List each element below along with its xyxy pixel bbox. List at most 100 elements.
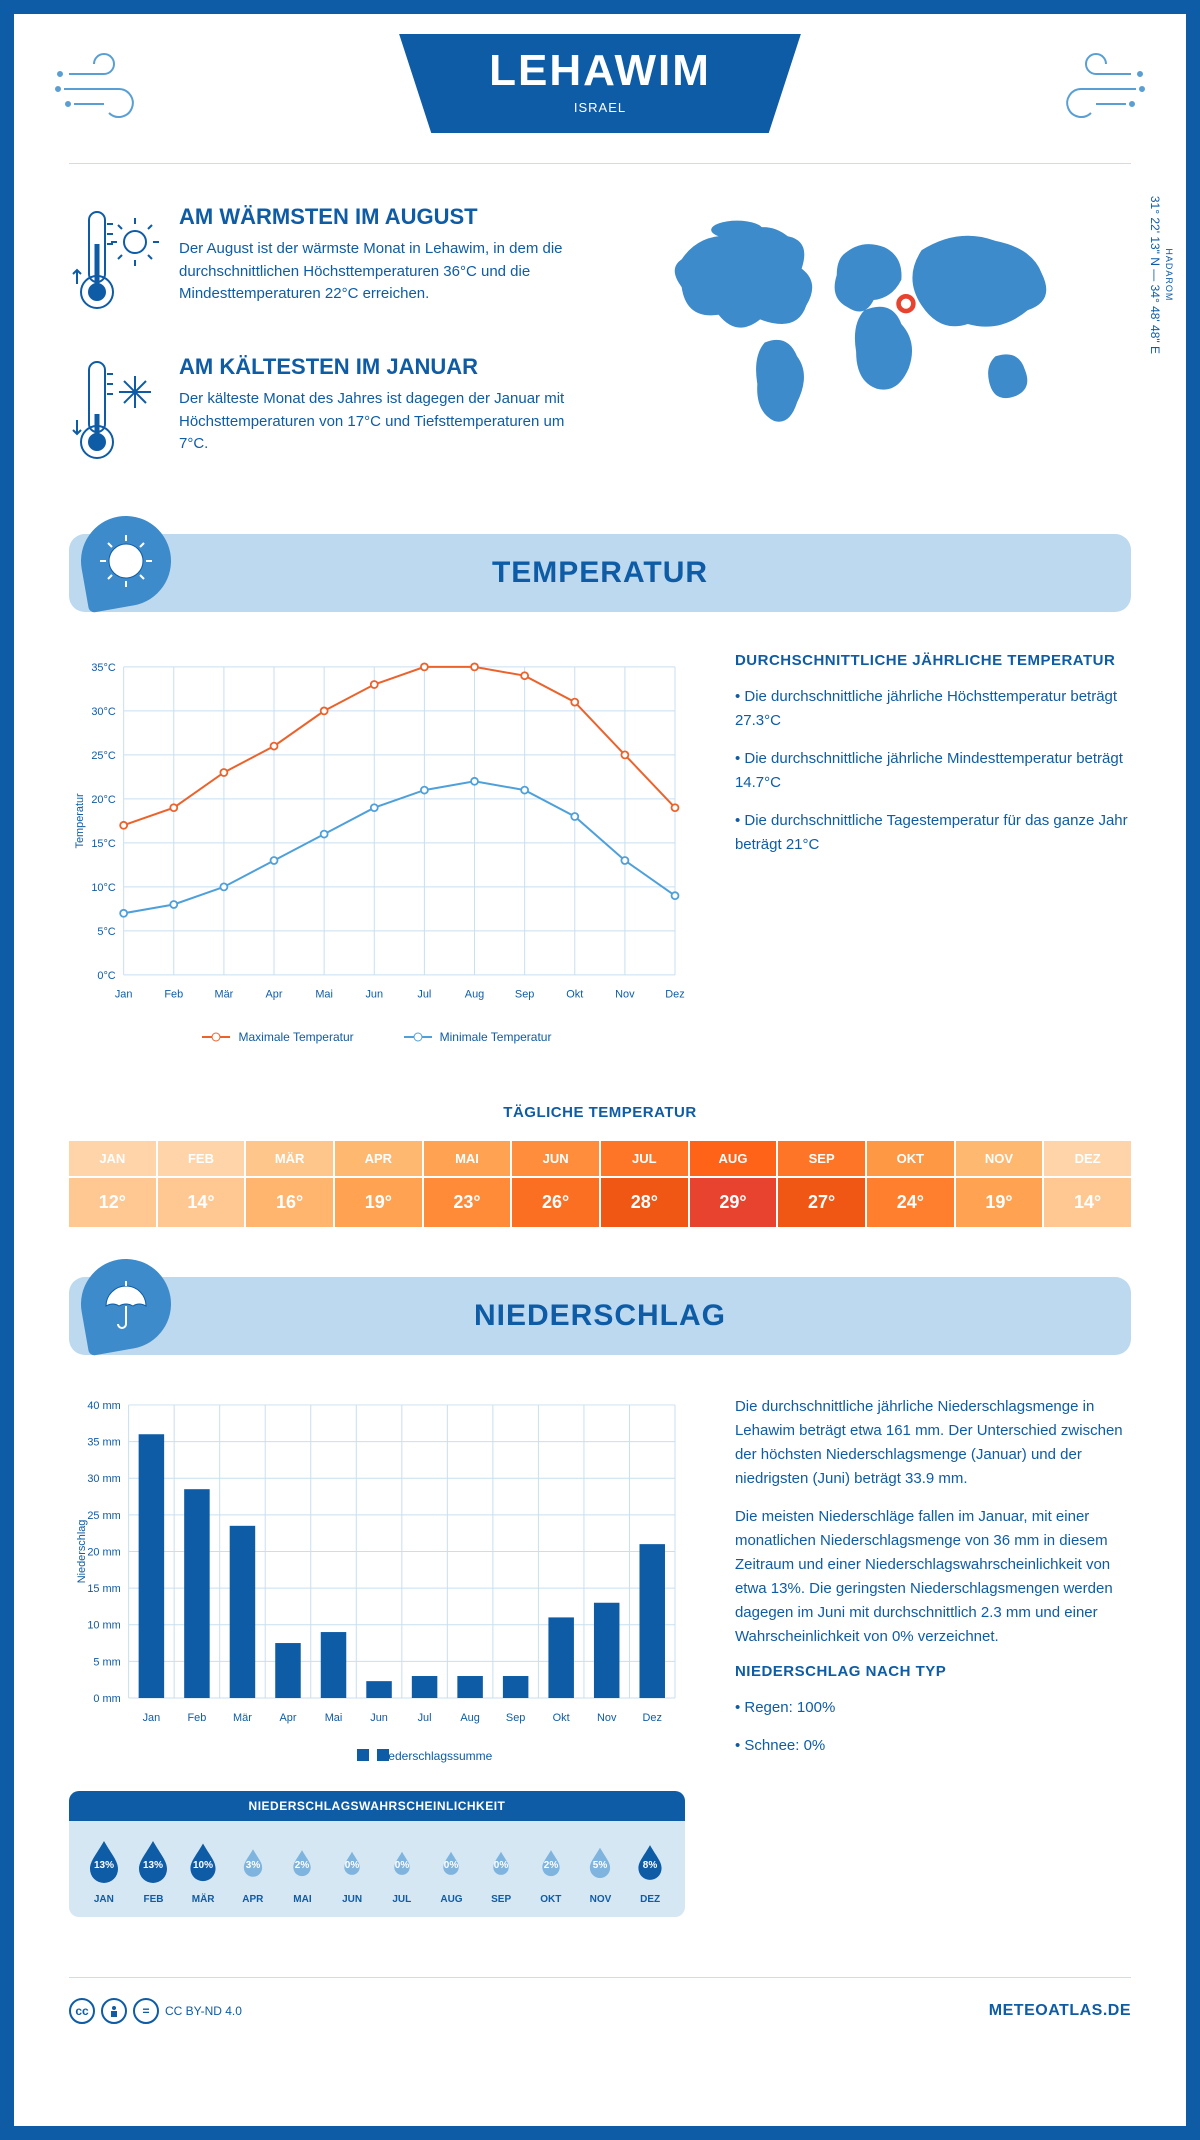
section-title: TEMPERATUR (109, 556, 1091, 590)
temp-fact: Die durchschnittliche jährliche Mindestt… (735, 747, 1131, 795)
svg-text:Dez: Dez (665, 989, 684, 1001)
brand: METEOATLAS.DE (989, 2002, 1131, 2020)
daily-month: OKT (867, 1141, 954, 1176)
daily-temp: 26° (512, 1178, 599, 1227)
intro-row: AM WÄRMSTEN IM AUGUST Der August ist der… (14, 194, 1186, 534)
svg-text:Feb: Feb (188, 1711, 207, 1723)
svg-text:Mai: Mai (315, 989, 333, 1001)
svg-text:0%: 0% (494, 1860, 509, 1871)
by-icon (101, 1998, 127, 2024)
fact-cold-title: AM KÄLTESTEN IM JANUAR (179, 354, 580, 380)
fact-coldest: AM KÄLTESTEN IM JANUAR Der kälteste Mona… (69, 354, 580, 469)
svg-text:15 mm: 15 mm (87, 1583, 120, 1595)
prob-cell: 3% APR (228, 1837, 278, 1905)
svg-text:10%: 10% (193, 1860, 213, 1871)
svg-text:13%: 13% (143, 1860, 163, 1871)
prob-title: NIEDERSCHLAGSWAHRSCHEINLICHKEIT (69, 1791, 685, 1821)
svg-text:5 mm: 5 mm (93, 1656, 120, 1668)
prob-cell: 8% DEZ (625, 1837, 675, 1905)
daily-temp: 28° (601, 1178, 688, 1227)
daily-month: JUN (512, 1141, 599, 1176)
precip-snow: Schnee: 0% (735, 1734, 1131, 1758)
coordinates: HADAROM 31° 22' 13" N — 34° 48' 48" E (1148, 196, 1174, 354)
svg-text:0%: 0% (345, 1860, 360, 1871)
probability-box: NIEDERSCHLAGSWAHRSCHEINLICHKEIT 13% JAN … (69, 1791, 685, 1917)
svg-text:0 mm: 0 mm (93, 1693, 120, 1705)
fact-warm-text: Der August ist der wärmste Monat in Leha… (179, 238, 580, 306)
header: LEHAWIM ISRAEL (14, 14, 1186, 133)
prob-cell: 0% JUL (377, 1837, 427, 1905)
prob-cell: 0% AUG (427, 1837, 477, 1905)
svg-text:Mai: Mai (325, 1711, 343, 1723)
daily-temp: 14° (1044, 1178, 1131, 1227)
prob-cell: 0% SEP (476, 1837, 526, 1905)
svg-text:Aug: Aug (465, 989, 484, 1001)
daily-month: SEP (778, 1141, 865, 1176)
svg-text:35 mm: 35 mm (87, 1436, 120, 1448)
svg-text:8%: 8% (643, 1860, 658, 1871)
cc-icon: cc (69, 1998, 95, 2024)
daily-temp: 16° (246, 1178, 333, 1227)
thermometer-cold-icon (69, 354, 159, 469)
precip-type-title: NIEDERSCHLAG NACH TYP (735, 1663, 1131, 1680)
fact-warm-title: AM WÄRMSTEN IM AUGUST (179, 204, 580, 230)
prob-cell: 13% FEB (129, 1837, 179, 1905)
svg-text:Jul: Jul (417, 989, 431, 1001)
daily-title: TÄGLICHE TEMPERATUR (14, 1104, 1186, 1121)
section-title: NIEDERSCHLAG (109, 1299, 1091, 1333)
daily-temperature-grid: JANFEBMÄRAPRMAIJUNJULAUGSEPOKTNOVDEZ12°1… (69, 1141, 1131, 1227)
svg-text:0%: 0% (395, 1860, 410, 1871)
svg-text:13%: 13% (94, 1860, 114, 1871)
license: cc = CC BY-ND 4.0 (69, 1998, 242, 2024)
svg-text:Feb: Feb (164, 989, 183, 1001)
precipitation-content: 0 mm5 mm10 mm15 mm20 mm25 mm30 mm35 mm40… (14, 1355, 1186, 1948)
svg-text:Temperatur: Temperatur (74, 793, 86, 849)
daily-month: APR (335, 1141, 422, 1176)
daily-month: JUL (601, 1141, 688, 1176)
daily-month: NOV (956, 1141, 1043, 1176)
prob-cell: 0% JUN (327, 1837, 377, 1905)
svg-text:Mär: Mär (233, 1711, 252, 1723)
svg-text:Jul: Jul (418, 1711, 432, 1723)
temperature-content: 0°C5°C10°C15°C20°C25°C30°C35°CJanFebMärA… (14, 612, 1186, 1074)
svg-text:Sep: Sep (506, 1711, 525, 1723)
svg-text:30 mm: 30 mm (87, 1473, 120, 1485)
svg-text:2%: 2% (295, 1860, 310, 1871)
svg-text:25°C: 25°C (91, 750, 115, 762)
page: LEHAWIM ISRAEL AM WÄRMSTEN IM AUGUST Der… (0, 0, 1200, 2140)
precip-legend: Niederschlagssumme (69, 1747, 685, 1761)
svg-text:15°C: 15°C (91, 838, 115, 850)
daily-month: FEB (158, 1141, 245, 1176)
svg-text:10 mm: 10 mm (87, 1619, 120, 1631)
thermometer-hot-icon (69, 204, 159, 319)
precip-rain: Regen: 100% (735, 1696, 1131, 1720)
world-map: HADAROM 31° 22' 13" N — 34° 48' 48" E (620, 204, 1131, 504)
divider (69, 163, 1131, 164)
svg-text:20°C: 20°C (91, 794, 115, 806)
prob-cell: 10% MÄR (178, 1837, 228, 1905)
city-title: LEHAWIM (489, 46, 711, 96)
svg-text:Mär: Mär (214, 989, 233, 1001)
svg-text:25 mm: 25 mm (87, 1509, 120, 1521)
svg-text:Apr: Apr (266, 989, 283, 1001)
svg-text:0%: 0% (444, 1860, 459, 1871)
prob-cell: 13% JAN (79, 1837, 129, 1905)
wind-icon (1046, 44, 1146, 129)
daily-month: AUG (690, 1141, 777, 1176)
daily-temp: 27° (778, 1178, 865, 1227)
precip-p1: Die durchschnittliche jährliche Niedersc… (735, 1395, 1131, 1491)
svg-text:20 mm: 20 mm (87, 1546, 120, 1558)
daily-temp: 23° (424, 1178, 511, 1227)
footer: cc = CC BY-ND 4.0 METEOATLAS.DE (69, 1977, 1131, 2049)
svg-text:Okt: Okt (553, 1711, 570, 1723)
daily-temp: 29° (690, 1178, 777, 1227)
svg-text:Okt: Okt (566, 989, 583, 1001)
temp-fact: Die durchschnittliche jährliche Höchstte… (735, 685, 1131, 733)
daily-temp: 24° (867, 1178, 954, 1227)
precip-p2: Die meisten Niederschläge fallen im Janu… (735, 1505, 1131, 1649)
section-precipitation: NIEDERSCHLAG (69, 1277, 1131, 1355)
fact-warmest: AM WÄRMSTEN IM AUGUST Der August ist der… (69, 204, 580, 319)
svg-text:2%: 2% (544, 1860, 559, 1871)
daily-temp: 12° (69, 1178, 156, 1227)
svg-text:3%: 3% (246, 1860, 261, 1871)
